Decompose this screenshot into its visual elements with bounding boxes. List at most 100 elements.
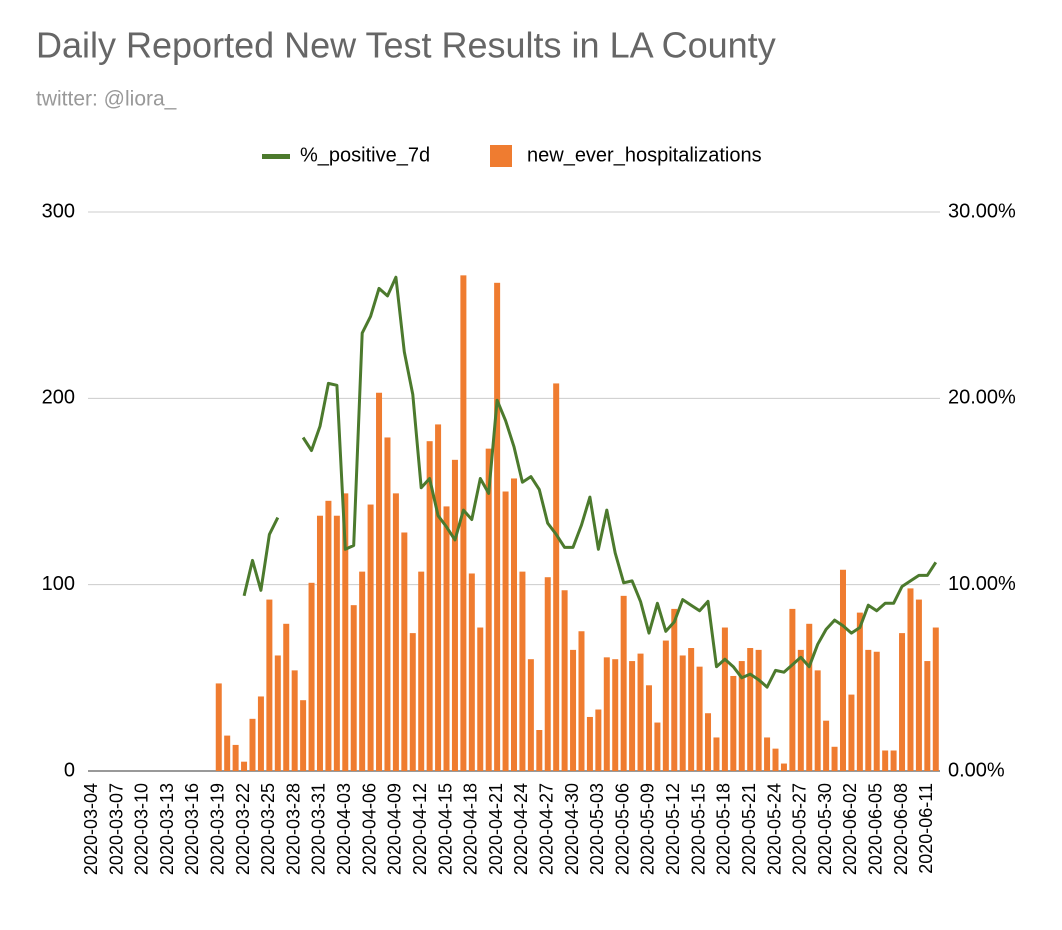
bar bbox=[620, 595, 627, 771]
x-tick-label: 2020-03-07 bbox=[106, 783, 126, 875]
bar bbox=[856, 612, 863, 771]
bar bbox=[789, 608, 796, 771]
y-tick-label: 200 bbox=[42, 387, 75, 409]
bar bbox=[359, 571, 366, 771]
legend-swatch bbox=[262, 154, 290, 159]
bar bbox=[350, 605, 357, 771]
bar bbox=[578, 631, 585, 771]
bar bbox=[915, 599, 922, 771]
x-tick-label: 2020-04-24 bbox=[511, 783, 531, 875]
bar bbox=[342, 493, 349, 771]
bar bbox=[308, 582, 315, 771]
bar bbox=[814, 670, 821, 771]
bar bbox=[511, 478, 517, 771]
x-tick-label: 2020-05-06 bbox=[612, 783, 632, 875]
x-tick-label: 2020-03-25 bbox=[258, 783, 278, 875]
legend-swatch bbox=[490, 145, 512, 167]
x-tick-label: 2020-03-04 bbox=[81, 783, 101, 875]
legend-label: %_positive_7d bbox=[300, 144, 430, 166]
bar bbox=[865, 649, 872, 771]
bar bbox=[924, 661, 931, 771]
x-tick-label: 2020-06-11 bbox=[916, 783, 936, 874]
bar bbox=[899, 633, 906, 771]
bar bbox=[662, 640, 669, 771]
x-tick-label: 2020-03-10 bbox=[132, 783, 152, 875]
x-tick-label: 2020-03-28 bbox=[283, 783, 303, 875]
bar bbox=[780, 763, 787, 771]
bar bbox=[806, 623, 813, 771]
bar bbox=[443, 506, 450, 771]
bar bbox=[401, 532, 408, 771]
x-tick-label: 2020-05-24 bbox=[764, 783, 784, 875]
bar bbox=[274, 655, 281, 771]
y-tick-label: 300 bbox=[42, 200, 75, 222]
bar bbox=[764, 737, 771, 771]
x-tick-label: 2020-05-30 bbox=[815, 783, 835, 875]
legend-label: new_ever_hospitalizations bbox=[527, 144, 762, 166]
bar bbox=[384, 437, 391, 771]
bar bbox=[494, 282, 501, 771]
bar bbox=[468, 573, 475, 771]
x-tick-label: 2020-03-22 bbox=[233, 783, 253, 875]
bar bbox=[249, 718, 256, 771]
y2-tick-label: 30.00% bbox=[948, 200, 1016, 222]
x-tick-label: 2020-06-08 bbox=[891, 783, 911, 875]
bar bbox=[519, 571, 526, 771]
y2-tick-label: 0.00% bbox=[948, 759, 1005, 781]
bar bbox=[485, 448, 492, 771]
bar bbox=[873, 651, 880, 771]
bar bbox=[730, 675, 737, 771]
bar bbox=[215, 683, 222, 771]
bar bbox=[291, 670, 298, 771]
bar bbox=[705, 713, 712, 771]
x-tick-label: 2020-03-16 bbox=[182, 783, 202, 875]
x-tick-label: 2020-05-18 bbox=[714, 783, 734, 875]
bar bbox=[409, 633, 416, 771]
y-tick-label: 0 bbox=[64, 759, 75, 781]
bar bbox=[392, 493, 399, 771]
x-tick-label: 2020-05-21 bbox=[739, 783, 759, 875]
x-tick-label: 2020-04-03 bbox=[334, 783, 354, 875]
x-tick-label: 2020-03-19 bbox=[208, 783, 228, 875]
bar bbox=[460, 275, 467, 771]
chart-title: Daily Reported New Test Results in LA Co… bbox=[36, 25, 776, 66]
bar bbox=[426, 441, 433, 771]
bar bbox=[266, 599, 273, 771]
bar bbox=[325, 500, 332, 771]
bar bbox=[747, 648, 754, 771]
bar bbox=[451, 459, 458, 771]
bar bbox=[738, 661, 745, 771]
x-tick-label: 2020-04-12 bbox=[410, 783, 430, 875]
bar bbox=[224, 735, 231, 771]
bar bbox=[536, 730, 543, 771]
bar bbox=[612, 659, 619, 771]
x-tick-label: 2020-05-15 bbox=[688, 783, 708, 875]
x-tick-label: 2020-04-30 bbox=[562, 783, 582, 875]
bar bbox=[527, 659, 534, 771]
bar bbox=[696, 666, 703, 771]
bar bbox=[603, 657, 610, 771]
y2-tick-label: 10.00% bbox=[948, 573, 1016, 595]
bar bbox=[932, 627, 939, 771]
x-tick-label: 2020-04-06 bbox=[359, 783, 379, 875]
line bbox=[242, 275, 938, 689]
bar bbox=[544, 577, 551, 771]
x-tick-label: 2020-05-12 bbox=[663, 783, 683, 875]
x-tick-label: 2020-04-27 bbox=[536, 783, 556, 875]
y2-tick-label: 20.00% bbox=[948, 387, 1016, 409]
bar bbox=[679, 655, 686, 771]
y-tick-label: 100 bbox=[42, 573, 75, 595]
bar bbox=[418, 571, 425, 771]
bar bbox=[637, 653, 644, 771]
bar bbox=[283, 623, 290, 771]
x-tick-label: 2020-05-09 bbox=[638, 783, 658, 875]
bar bbox=[502, 491, 509, 771]
bar bbox=[882, 750, 889, 771]
bar bbox=[435, 424, 442, 771]
bar bbox=[316, 515, 323, 771]
bar bbox=[823, 720, 830, 771]
bar bbox=[671, 608, 678, 771]
x-tick-label: 2020-06-02 bbox=[840, 783, 860, 875]
bar bbox=[595, 709, 602, 771]
x-tick-label: 2020-04-15 bbox=[435, 783, 455, 875]
